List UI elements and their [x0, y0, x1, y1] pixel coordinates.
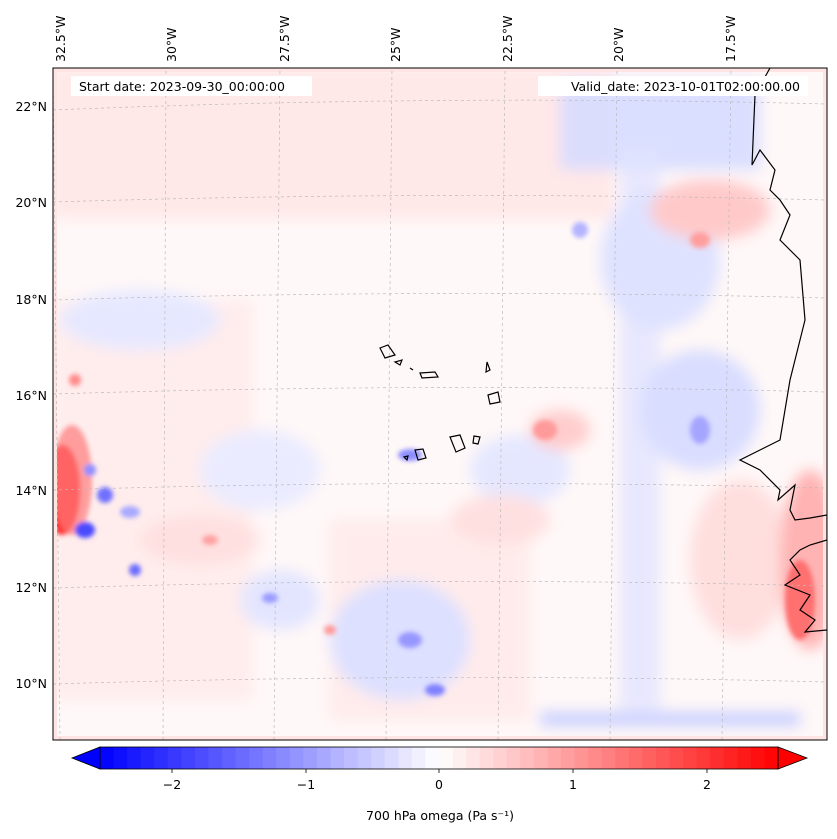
- colorbar-segment: [764, 747, 779, 769]
- colorbar-tick-label: 2: [703, 777, 711, 792]
- colorbar-segment: [154, 747, 169, 769]
- colorbar-segment: [371, 747, 386, 769]
- colorbar-segment: [167, 747, 182, 769]
- colorbar-segment: [628, 747, 643, 769]
- colorbar-segment: [561, 747, 576, 769]
- colorbar-segment: [194, 747, 210, 769]
- colorbar-segment: [466, 747, 481, 769]
- lon-label: 25°W: [388, 27, 403, 62]
- colorbar-segment: [127, 747, 142, 769]
- colorbar-tick-label: −2: [163, 777, 181, 792]
- colorbar-ticks: [171, 769, 708, 773]
- colorbar-segment: [411, 747, 427, 769]
- lon-label: 20°W: [611, 27, 626, 62]
- colorbar-segment: [249, 747, 264, 769]
- colorbar-segment: [235, 747, 250, 769]
- colorbar-segment: [344, 747, 359, 769]
- colorbar-segment: [547, 747, 562, 769]
- colorbar-segment: [669, 747, 684, 769]
- colorbar-segment: [208, 747, 223, 769]
- colorbar-segment: [588, 747, 603, 769]
- coastlines: [738, 68, 827, 633]
- lat-label: 20°N: [15, 195, 47, 210]
- colorbar-segment: [140, 747, 155, 769]
- colorbar-segment: [303, 747, 318, 769]
- colorbar-tick-label: 0: [435, 777, 443, 792]
- colorbar-segment: [289, 747, 304, 769]
- lon-label: 27.5°W: [277, 16, 292, 62]
- lat-label: 12°N: [15, 580, 47, 595]
- colorbar-segment: [357, 747, 372, 769]
- colorbar-segment: [113, 747, 128, 769]
- colorbar-segment: [100, 747, 115, 769]
- colorbar-extend-high: [777, 746, 809, 770]
- colorbar-extend-low: [70, 746, 101, 770]
- colorbar-segment: [425, 747, 440, 769]
- colorbar-segment: [398, 747, 413, 769]
- lon-label: 30°W: [164, 27, 179, 62]
- colorbar-segment: [737, 747, 752, 769]
- colorbar-segment: [276, 747, 291, 769]
- colorbar-segment: [262, 747, 277, 769]
- colorbar-segment: [574, 747, 589, 769]
- longitude-labels: 32.5°W 30°W 27.5°W 25°W 22.5°W 20°W 17.5…: [53, 16, 738, 62]
- colorbar-segment: [439, 747, 454, 769]
- lat-label: 18°N: [15, 292, 47, 307]
- colorbar-segment: [384, 747, 399, 769]
- colorbar-segment: [750, 747, 766, 769]
- lon-label: 17.5°W: [723, 16, 738, 62]
- colorbar-segment: [222, 747, 237, 769]
- colorbar: −2 −1 0 1 2 700 hPa omega (Pa s⁻¹): [70, 746, 809, 823]
- lat-label: 16°N: [15, 388, 47, 403]
- lat-label: 14°N: [15, 483, 47, 498]
- colorbar-segment: [696, 747, 711, 769]
- colorbar-segment: [506, 747, 521, 769]
- map-frame: [52, 67, 828, 741]
- omega-field: [53, 68, 827, 740]
- colorbar-segment: [601, 747, 616, 769]
- colorbar-tick-label: −1: [297, 777, 315, 792]
- graticule: [53, 68, 827, 740]
- colorbar-segment: [723, 747, 738, 769]
- colorbar-segment: [642, 747, 657, 769]
- colorbar-segment: [710, 747, 725, 769]
- lon-label: 32.5°W: [53, 16, 68, 62]
- start-date-text: Start date: 2023-09-30_00:00:00: [79, 79, 285, 94]
- valid-date-text: Valid_date: 2023-10-01T02:00:00.00: [571, 79, 800, 94]
- colorbar-segment: [533, 747, 549, 769]
- colorbar-segment: [479, 747, 494, 769]
- colorbar-segments: [100, 747, 779, 769]
- colorbar-segment: [316, 747, 332, 769]
- latitude-labels: 22°N 20°N 18°N 16°N 14°N 12°N 10°N: [15, 99, 47, 691]
- lon-label: 22.5°W: [500, 16, 515, 62]
- lat-label: 22°N: [15, 99, 47, 114]
- colorbar-segment: [655, 747, 671, 769]
- colorbar-segment: [330, 747, 345, 769]
- cape-verde-islands: [379, 344, 501, 462]
- colorbar-label: 700 hPa omega (Pa s⁻¹): [366, 808, 514, 823]
- colorbar-segment: [181, 747, 196, 769]
- colorbar-segment: [452, 747, 467, 769]
- colorbar-segment: [683, 747, 698, 769]
- colorbar-tick-label: 1: [569, 777, 577, 792]
- colorbar-segment: [615, 747, 630, 769]
- lat-label: 10°N: [15, 676, 47, 691]
- valid-date-box: [538, 76, 808, 96]
- map-panel[interactable]: Start date: 2023-09-30_00:00:00 Valid_da…: [44, 67, 837, 741]
- colorbar-segment: [520, 747, 535, 769]
- start-date-box: [71, 76, 312, 96]
- colorbar-segment: [493, 747, 508, 769]
